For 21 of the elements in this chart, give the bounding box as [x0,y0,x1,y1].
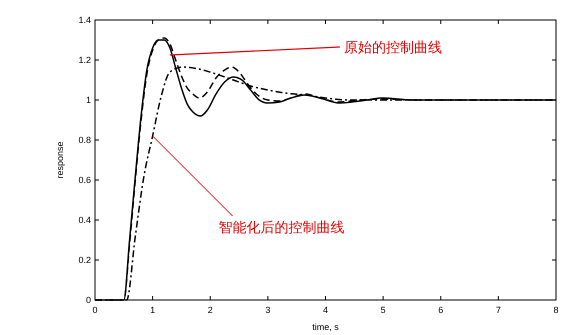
annotation: 智能化后的控制曲线 [218,219,345,235]
y-tick-label: 0.4 [78,215,91,225]
y-tick-label: 1.4 [78,15,91,25]
x-tick-label: 5 [380,305,386,315]
x-tick-label: 4 [322,305,328,315]
y-axis-title: response [55,141,65,179]
x-tick-label: 7 [496,305,501,315]
y-tick-label: 0.6 [78,175,91,185]
annotation: 原始的控制曲线 [344,39,442,55]
y-tick-label: 1 [86,95,91,105]
x-tick-label: 6 [438,305,444,315]
x-tick-label: 0 [92,305,98,315]
x-axis-title: time, s [312,322,340,332]
x-tick-label: 3 [265,305,270,315]
x-tick-label: 2 [208,305,213,315]
y-tick-label: 0.8 [78,135,91,145]
x-tick-label: 8 [553,305,559,315]
y-tick-label: 0 [86,295,91,305]
x-tick-label: 1 [150,305,156,315]
y-tick-label: 0.2 [78,255,91,265]
y-tick-label: 1.2 [78,55,91,65]
